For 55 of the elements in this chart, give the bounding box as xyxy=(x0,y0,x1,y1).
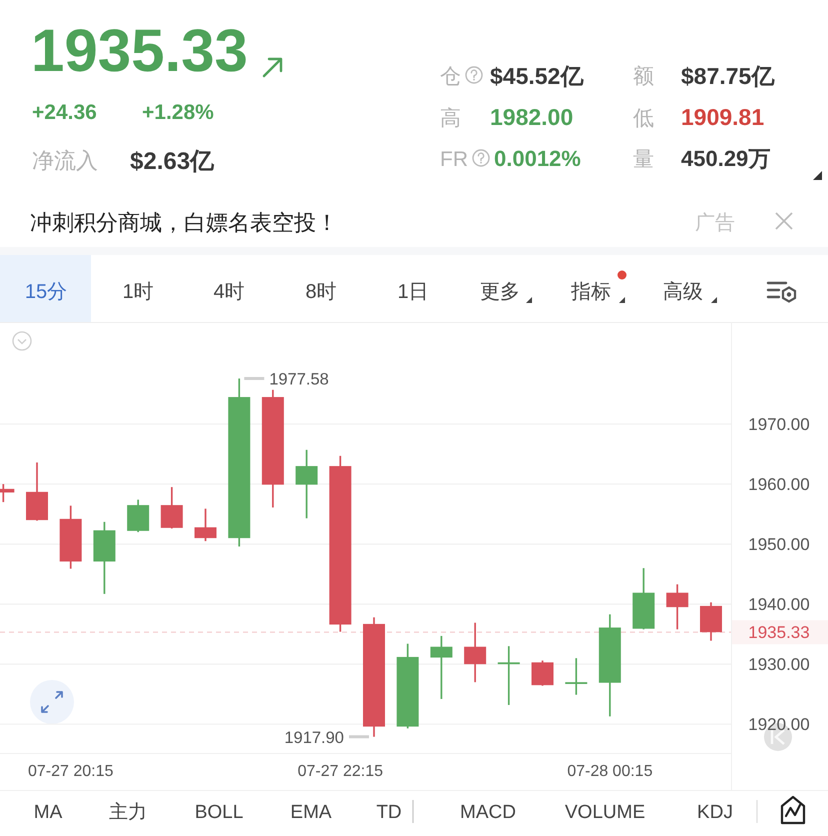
text: 8时 xyxy=(305,281,337,303)
text: 0.0012% xyxy=(494,146,581,171)
text: 量 xyxy=(633,148,654,171)
y-tick-label: 1970.00 xyxy=(748,415,810,434)
text: 主力 xyxy=(109,801,147,823)
y-tick-label: 1950.00 xyxy=(748,535,810,554)
ref-line-label: 1935.33 xyxy=(748,623,810,642)
text: 1982.00 xyxy=(490,104,574,130)
text: $45.52亿 xyxy=(490,63,584,89)
text: 低 xyxy=(633,107,654,130)
text: EMA xyxy=(290,802,332,823)
text: 额 xyxy=(633,65,654,88)
candlestick xyxy=(565,657,588,696)
text: MA xyxy=(34,802,63,823)
x-tick-label: 07-28 00:15 xyxy=(567,763,653,780)
candlestick xyxy=(194,508,216,542)
text: 指标 xyxy=(570,281,611,303)
text: TD xyxy=(376,802,402,823)
y-tick-label: 1940.00 xyxy=(748,595,810,614)
text: 4时 xyxy=(213,281,245,303)
chart-title: 1935.33 xyxy=(31,17,248,84)
text: VOLUME xyxy=(564,802,646,823)
candlestick xyxy=(430,635,452,700)
y-tick-label: 1960.00 xyxy=(748,475,810,494)
text: 高 xyxy=(440,107,461,130)
candlestick xyxy=(666,583,688,630)
text: BOLL xyxy=(194,802,244,823)
annotation: 1977.58 xyxy=(269,370,329,389)
text: $2.63亿 xyxy=(130,148,216,175)
text: 1909.81 xyxy=(681,104,764,130)
text: +1.28% xyxy=(142,101,214,124)
candlestick xyxy=(464,622,486,684)
text: 15分 xyxy=(24,281,68,303)
text: 1时 xyxy=(122,281,154,303)
x-tick-label: 07-27 20:15 xyxy=(28,763,114,780)
text: $87.75亿 xyxy=(681,63,776,89)
text: 仓 xyxy=(440,65,461,88)
x-tick-label: 07-27 22:15 xyxy=(298,763,384,780)
text: 冲刺积分商城，白嫖名表空投！ xyxy=(30,210,338,235)
text: 450.29万 xyxy=(681,146,770,171)
text: 更多 xyxy=(480,281,520,303)
text: 高级 xyxy=(663,280,703,303)
text: MACD xyxy=(460,802,516,823)
candlestick xyxy=(160,486,183,530)
text: FR xyxy=(440,148,468,171)
y-tick-label: 1930.00 xyxy=(748,655,810,674)
candlestick xyxy=(532,660,554,687)
candlestick xyxy=(296,449,318,520)
y-tick-label: 1920.00 xyxy=(748,715,810,734)
text: KDJ xyxy=(697,802,733,823)
annotation: 1917.90 xyxy=(284,728,344,747)
text: 净流入 xyxy=(32,148,98,173)
text: 广告 xyxy=(695,212,735,234)
text: +24.36 xyxy=(32,101,97,124)
text: 1日 xyxy=(397,281,429,303)
